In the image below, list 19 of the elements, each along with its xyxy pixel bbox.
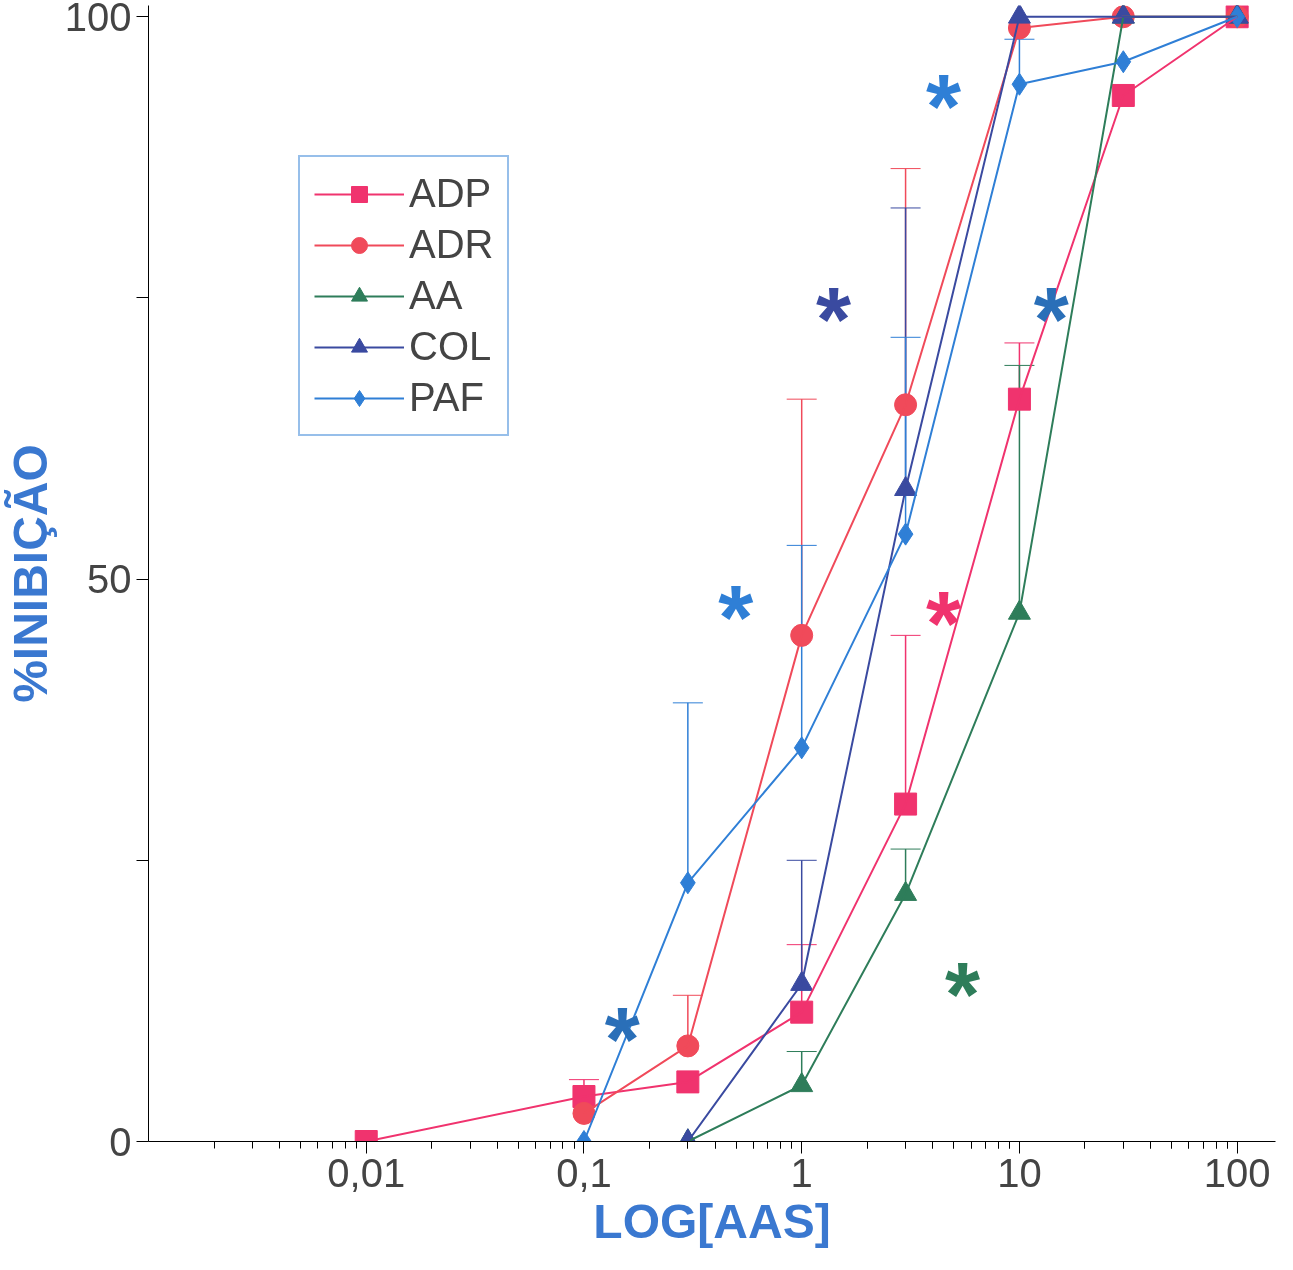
legend-label: ADP bbox=[409, 171, 492, 216]
annotation: * bbox=[816, 270, 852, 371]
x-tick-label: 10 bbox=[997, 1150, 1042, 1195]
x-axis-title: LOG[AAS] bbox=[593, 1194, 831, 1248]
y-axis-title: %INIBIÇÃO bbox=[2, 444, 57, 703]
legend-label: COL bbox=[409, 324, 492, 369]
annotation: * bbox=[718, 567, 754, 668]
x-tick-label: 1 bbox=[790, 1150, 813, 1195]
legend-label: PAF bbox=[409, 375, 484, 420]
x-tick-label: 100 bbox=[1203, 1150, 1271, 1195]
legend-label: ADR bbox=[409, 222, 494, 267]
annotation: * bbox=[925, 57, 961, 158]
y-tick-label: 50 bbox=[87, 557, 132, 602]
legend-label: AA bbox=[409, 273, 463, 318]
x-tick-label: 0,01 bbox=[327, 1150, 406, 1195]
annotation: * bbox=[945, 945, 981, 1046]
y-tick-label: 0 bbox=[109, 1119, 132, 1164]
x-tick-label: 0,1 bbox=[556, 1150, 612, 1195]
y-tick-label: 100 bbox=[64, 0, 132, 39]
